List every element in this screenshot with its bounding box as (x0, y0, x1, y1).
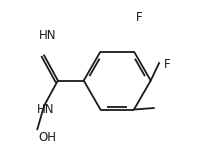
Text: F: F (136, 11, 143, 24)
Text: HN: HN (39, 29, 56, 42)
Text: HN: HN (37, 103, 54, 116)
Text: F: F (164, 58, 170, 71)
Text: OH: OH (39, 131, 57, 144)
